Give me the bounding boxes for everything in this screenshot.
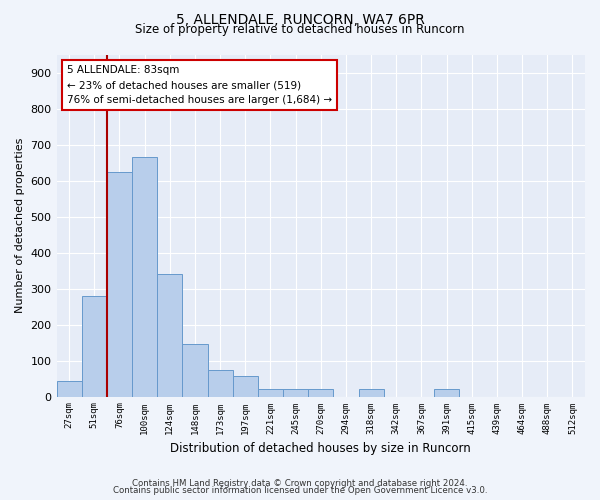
Y-axis label: Number of detached properties: Number of detached properties bbox=[15, 138, 25, 314]
Bar bbox=[182, 344, 208, 397]
Bar bbox=[258, 390, 283, 396]
Bar bbox=[208, 370, 233, 396]
Bar bbox=[82, 296, 107, 396]
Text: 5, ALLENDALE, RUNCORN, WA7 6PR: 5, ALLENDALE, RUNCORN, WA7 6PR bbox=[176, 12, 424, 26]
Bar bbox=[233, 376, 258, 396]
Text: Contains HM Land Registry data © Crown copyright and database right 2024.: Contains HM Land Registry data © Crown c… bbox=[132, 478, 468, 488]
Bar bbox=[56, 382, 82, 396]
Bar bbox=[157, 274, 182, 396]
Text: 5 ALLENDALE: 83sqm
← 23% of detached houses are smaller (519)
76% of semi-detach: 5 ALLENDALE: 83sqm ← 23% of detached hou… bbox=[67, 65, 332, 105]
Bar bbox=[283, 390, 308, 396]
X-axis label: Distribution of detached houses by size in Runcorn: Distribution of detached houses by size … bbox=[170, 442, 471, 455]
Text: Contains public sector information licensed under the Open Government Licence v3: Contains public sector information licen… bbox=[113, 486, 487, 495]
Bar bbox=[434, 390, 459, 396]
Bar bbox=[359, 390, 383, 396]
Bar bbox=[132, 158, 157, 396]
Bar bbox=[308, 390, 334, 396]
Text: Size of property relative to detached houses in Runcorn: Size of property relative to detached ho… bbox=[135, 22, 465, 36]
Bar bbox=[107, 172, 132, 396]
